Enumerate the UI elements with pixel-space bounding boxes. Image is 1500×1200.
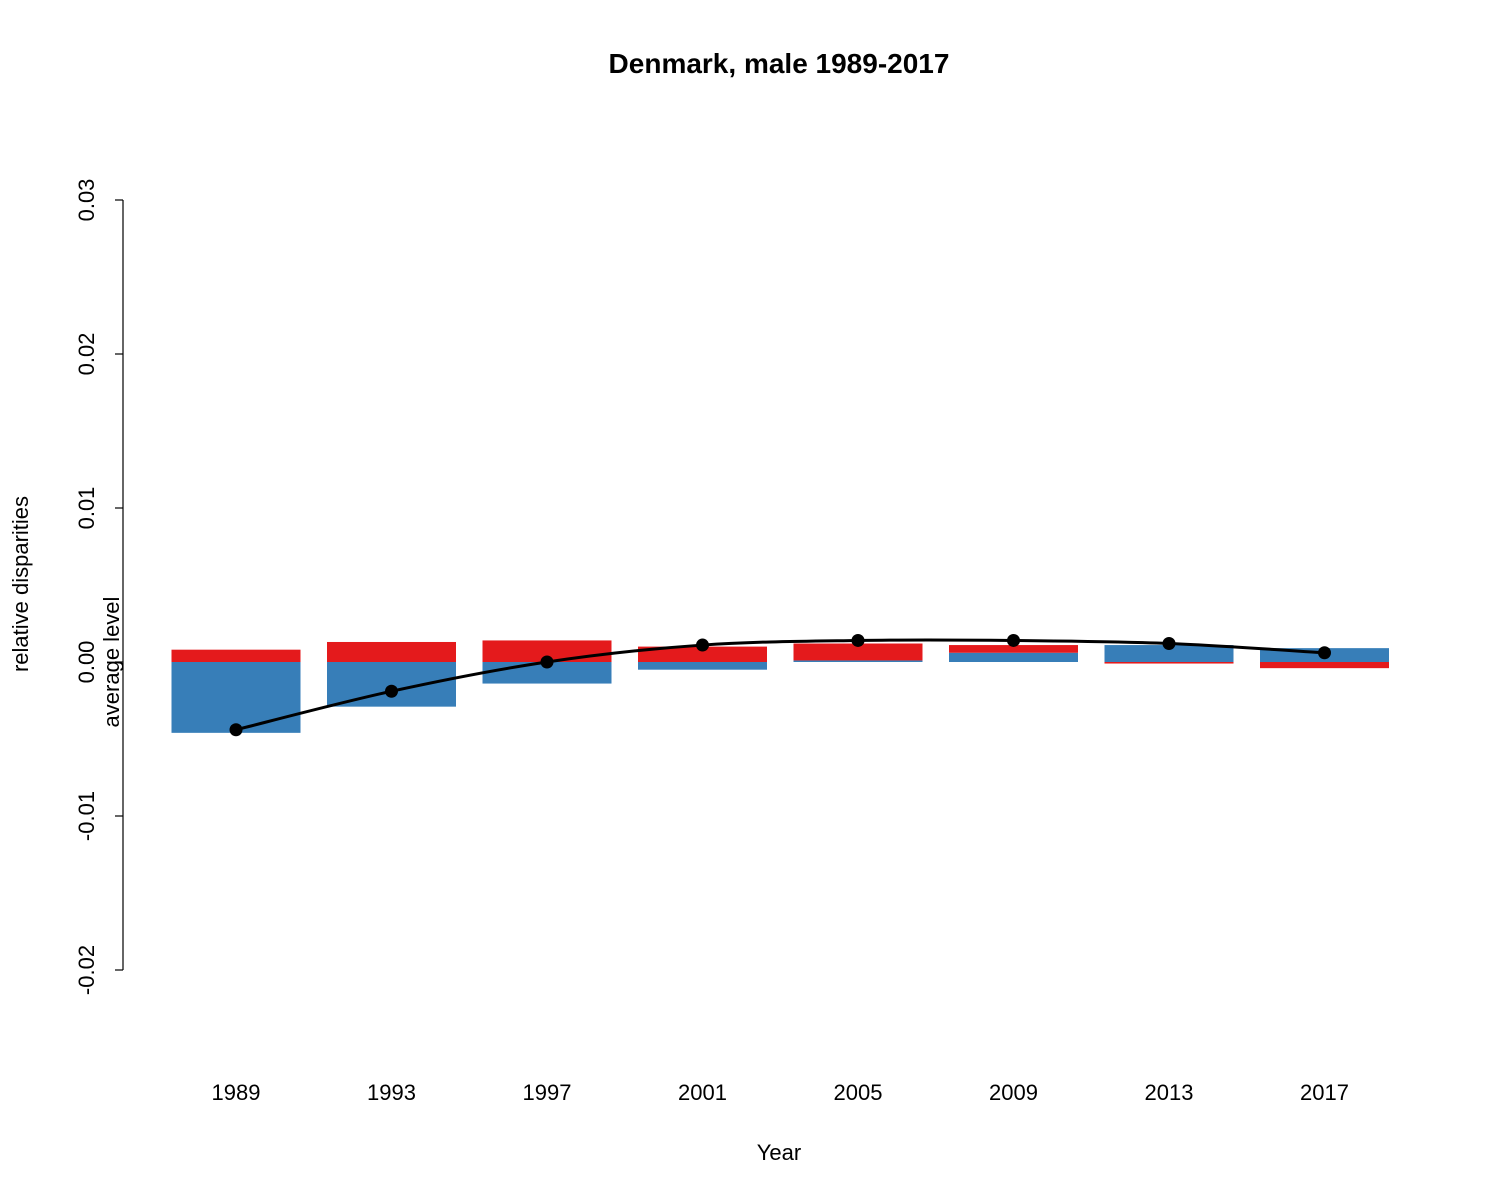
- average-level-point-1997: [540, 655, 554, 669]
- x-axis-label: Year: [757, 1140, 801, 1165]
- bar-2001-series-2: [638, 646, 767, 662]
- average-level-point-1993: [385, 684, 398, 698]
- average-level-line-layer: [229, 633, 1331, 737]
- bar-2005-series-2: [793, 643, 923, 661]
- chart-title: Denmark, male 1989-2017: [609, 48, 950, 79]
- y-tick-label: 0.02: [74, 333, 99, 376]
- average-level-point-2005: [851, 633, 865, 647]
- bar-2013-series-1: [1104, 645, 1234, 662]
- y-axis-label: relative disparities: [8, 496, 33, 672]
- bar-2013-series-2: [1104, 662, 1234, 664]
- y-tick-label: -0.02: [74, 945, 99, 995]
- bar-1993-series-1: [327, 662, 456, 707]
- x-tick-label: 2009: [989, 1080, 1038, 1105]
- x-tick-label: 1993: [367, 1080, 416, 1105]
- average-level-line: [235, 638, 1325, 732]
- average-level-point-2017: [1318, 646, 1331, 660]
- x-tick-label: 1997: [523, 1080, 572, 1105]
- average-level-point-2009: [1007, 633, 1020, 647]
- x-axis: 1989 1993 1997 2001 2005 2009 2013 2017: [212, 1080, 1349, 1105]
- bar-2009-series-1: [949, 652, 1078, 662]
- x-tick-label: 1989: [212, 1080, 261, 1105]
- x-tick-label: 2013: [1145, 1080, 1194, 1105]
- x-tick-label: 2005: [834, 1080, 883, 1105]
- average-level-point-1989: [229, 723, 243, 737]
- bar-2001-series-1: [638, 662, 767, 670]
- y-tick-label: -0.01: [74, 791, 99, 841]
- bars-layer: [171, 640, 1389, 733]
- y-axis: -0.02 -0.01 0.00 0.01 0.02 0.03: [74, 179, 124, 995]
- x-tick-label: 2001: [678, 1080, 727, 1105]
- bar-2009-series-2: [949, 645, 1078, 653]
- bar-1993-series-2: [327, 641, 456, 662]
- bar-2005-series-1: [793, 660, 923, 662]
- y-tick-label: 0.03: [74, 179, 99, 222]
- y-tick-label: 0.01: [74, 487, 99, 530]
- bar-2017-series-2: [1260, 662, 1389, 669]
- bar-1989-series-2: [171, 649, 301, 662]
- bar-1989-series-1: [171, 662, 301, 733]
- x-tick-label: 2017: [1300, 1080, 1349, 1105]
- average-level-point-2001: [696, 638, 709, 652]
- average-level-point-2013: [1162, 637, 1176, 651]
- y-tick-label: 0.00: [74, 641, 99, 684]
- average-level-label: average level: [99, 597, 124, 728]
